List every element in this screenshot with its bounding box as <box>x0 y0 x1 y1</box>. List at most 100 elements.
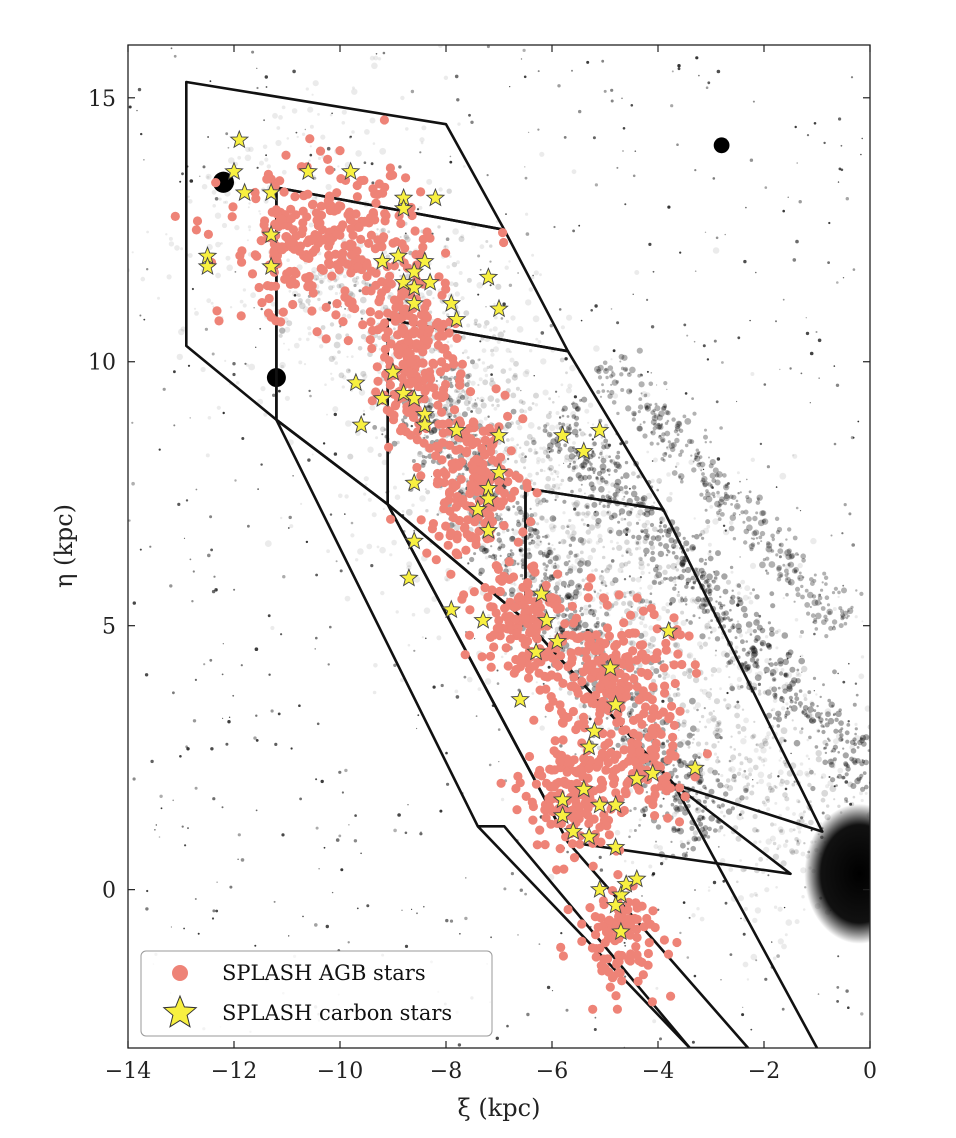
disk-haze <box>831 619 838 625</box>
background-speck <box>603 89 607 93</box>
background-speck <box>786 707 789 710</box>
background-speck <box>211 917 215 920</box>
disk-haze <box>720 858 726 864</box>
disk-haze <box>546 431 553 438</box>
disk-haze <box>745 667 753 674</box>
disk-haze <box>874 793 879 798</box>
disk-haze <box>676 593 681 597</box>
background-speck <box>288 935 290 937</box>
background-speck <box>214 197 219 201</box>
disk-haze <box>539 515 545 521</box>
disk-haze <box>500 655 504 659</box>
disk-haze <box>722 814 726 818</box>
background-speck <box>474 399 477 401</box>
disk-haze <box>795 678 801 684</box>
disk-haze <box>553 614 557 617</box>
disk-haze <box>774 630 779 635</box>
background-speck <box>280 633 283 636</box>
disk-haze <box>723 604 726 607</box>
disk-haze <box>717 722 722 727</box>
disk-haze <box>707 542 712 547</box>
disk-haze <box>531 528 535 532</box>
disk-haze <box>624 368 628 372</box>
background-speck <box>240 664 243 667</box>
disk-haze <box>594 522 601 529</box>
disk-haze <box>896 780 898 782</box>
disk-haze <box>571 169 577 175</box>
background-speck <box>523 75 527 79</box>
disk-haze <box>466 323 471 328</box>
agb-star-point <box>315 146 326 156</box>
background-speck <box>809 351 814 356</box>
disk-haze <box>773 905 778 909</box>
background-speck <box>624 944 627 947</box>
disk-haze <box>613 600 619 606</box>
background-speck <box>221 673 224 676</box>
disk-haze <box>686 652 694 659</box>
disk-haze <box>715 600 718 603</box>
disk-haze <box>606 564 613 571</box>
disk-haze <box>578 702 585 709</box>
disk-haze <box>264 540 272 547</box>
disk-haze <box>448 377 452 382</box>
disk-haze <box>785 671 792 679</box>
background-speck <box>194 898 197 900</box>
disk-haze <box>570 411 577 417</box>
agb-star-point <box>401 173 411 183</box>
disk-haze <box>621 601 627 606</box>
disk-haze <box>876 757 882 763</box>
disk-haze <box>710 715 717 722</box>
disk-haze <box>610 383 613 386</box>
disk-haze <box>490 348 494 353</box>
background-speck <box>547 665 551 669</box>
background-speck <box>326 146 331 151</box>
disk-haze <box>587 421 590 424</box>
background-speck <box>485 306 487 308</box>
background-speck <box>557 84 561 88</box>
disk-haze <box>720 810 724 814</box>
disk-haze <box>712 518 719 525</box>
disk-haze <box>579 557 585 564</box>
disk-haze <box>570 536 576 542</box>
background-speck <box>155 824 157 826</box>
disk-haze <box>518 547 524 553</box>
disk-haze <box>630 605 633 608</box>
disk-haze <box>715 728 720 732</box>
disk-haze <box>596 470 603 477</box>
disk-haze <box>907 799 912 804</box>
disk-haze <box>854 615 858 619</box>
disk-haze <box>653 668 660 674</box>
agb-star-point <box>278 307 288 317</box>
disk-haze <box>662 524 668 529</box>
disk-haze <box>827 698 831 703</box>
disk-haze <box>311 93 314 96</box>
disk-haze <box>728 520 734 525</box>
disk-haze <box>480 402 487 409</box>
agb-star-point <box>303 282 313 292</box>
disk-haze <box>692 411 697 416</box>
background-speck <box>628 835 631 839</box>
background-speck <box>222 411 225 415</box>
disk-haze <box>693 677 700 684</box>
disk-haze <box>692 599 695 602</box>
disk-haze <box>642 806 648 813</box>
agb-star-point <box>346 224 356 234</box>
disk-haze <box>377 57 382 61</box>
disk-haze <box>554 564 560 569</box>
disk-haze <box>665 739 670 743</box>
background-speck <box>371 181 375 185</box>
disk-haze <box>598 456 601 459</box>
disk-haze <box>658 434 662 438</box>
disk-haze <box>544 534 548 539</box>
disk-haze <box>642 538 648 545</box>
background-speck <box>705 86 709 89</box>
background-speck <box>139 314 142 317</box>
disk-haze <box>715 777 720 783</box>
background-speck <box>836 1000 839 1003</box>
disk-haze <box>769 626 775 632</box>
disk-haze <box>621 554 624 557</box>
disk-haze <box>279 327 286 334</box>
background-speck <box>696 451 700 455</box>
agb-star-point <box>396 218 406 229</box>
background-speck <box>646 298 649 301</box>
